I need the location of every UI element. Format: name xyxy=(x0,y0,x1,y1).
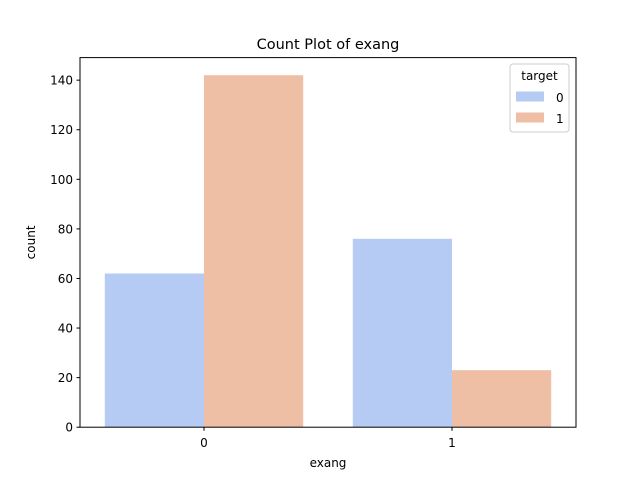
y-tick-label: 80 xyxy=(58,222,73,236)
x-tick-label: 0 xyxy=(200,436,208,450)
x-tick-label: 1 xyxy=(448,436,456,450)
bar-target-1-exang-1 xyxy=(452,370,552,428)
y-tick-label: 40 xyxy=(58,322,73,336)
bar-target-0-exang-1 xyxy=(352,238,452,428)
legend-swatch-1 xyxy=(516,112,544,123)
y-tick-label: 60 xyxy=(58,272,73,286)
bar-target-1-exang-0 xyxy=(204,75,304,428)
plot-frame xyxy=(79,57,577,428)
legend: target 0 1 xyxy=(509,63,570,133)
y-tick-label: 20 xyxy=(58,371,73,385)
y-tick-label: 120 xyxy=(50,123,73,137)
y-tick-label: 100 xyxy=(50,173,73,187)
bars-layer xyxy=(104,75,552,428)
y-tick-label: 140 xyxy=(50,74,73,88)
legend-label-0: 0 xyxy=(556,91,564,105)
legend-label-1: 1 xyxy=(556,112,564,126)
y-axis-label: count xyxy=(24,225,38,259)
x-axis-label: exang xyxy=(310,456,347,470)
y-axis: 0 20 40 60 80 100 120 140 xyxy=(50,74,80,435)
chart-title: Count Plot of exang xyxy=(257,37,400,53)
legend-swatch-0 xyxy=(516,91,544,102)
y-tick-label: 0 xyxy=(65,421,73,435)
bar-target-0-exang-0 xyxy=(104,273,204,428)
legend-title: target xyxy=(521,69,558,83)
